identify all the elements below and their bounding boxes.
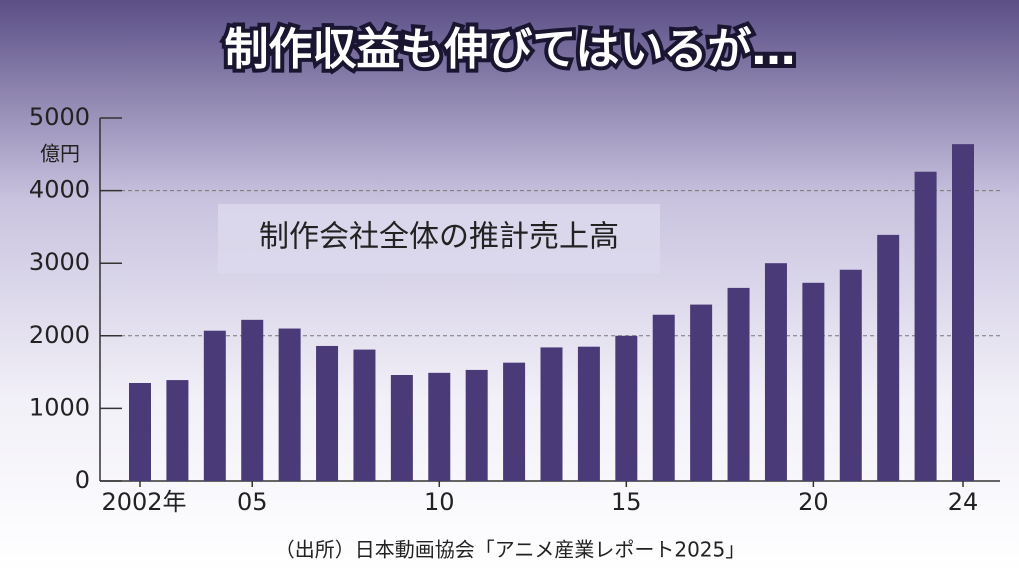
bar [316,345,339,481]
chart-title: 制作収益も伸びてはいるが… [224,24,795,75]
bar [727,287,750,481]
bar [952,144,974,482]
annotation: 制作会社全体の推計売上高 [259,220,619,255]
bar [839,269,862,481]
bar [353,349,376,481]
bar [241,319,264,481]
x-tick-label: 05 [237,488,268,516]
x-tick-label: 10 [424,488,455,516]
y-tick-label: 5000 [29,103,90,131]
bar [390,375,413,481]
annotation-box [218,204,660,274]
source: （出所）日本動画協会「アニメ産業レポート2025」 [275,538,746,562]
bar [278,328,301,481]
y-tick-label: 2000 [29,321,90,349]
bar [577,346,600,481]
bar [690,304,713,481]
bar [503,362,526,481]
bar [129,382,151,481]
x-tick-label: 15 [611,488,642,516]
bar [203,330,226,481]
y-tick-label: 4000 [29,176,90,204]
bar [540,347,563,481]
x-tick-label: 20 [798,488,829,516]
bar [615,335,638,481]
bar [877,234,900,481]
y-unit: 億円 [40,142,80,166]
bar [914,171,937,481]
y-tick-label: 0 [75,466,90,494]
y-tick-label: 1000 [29,393,90,421]
x-tick-label: 24 [948,488,979,516]
y-tick-label: 3000 [29,248,90,276]
bar [428,372,451,481]
bar [166,380,189,481]
bar [652,314,675,481]
bar [465,369,488,481]
bar [802,282,825,481]
bar [764,263,787,481]
x-tick-label: 2002年 [101,488,186,516]
